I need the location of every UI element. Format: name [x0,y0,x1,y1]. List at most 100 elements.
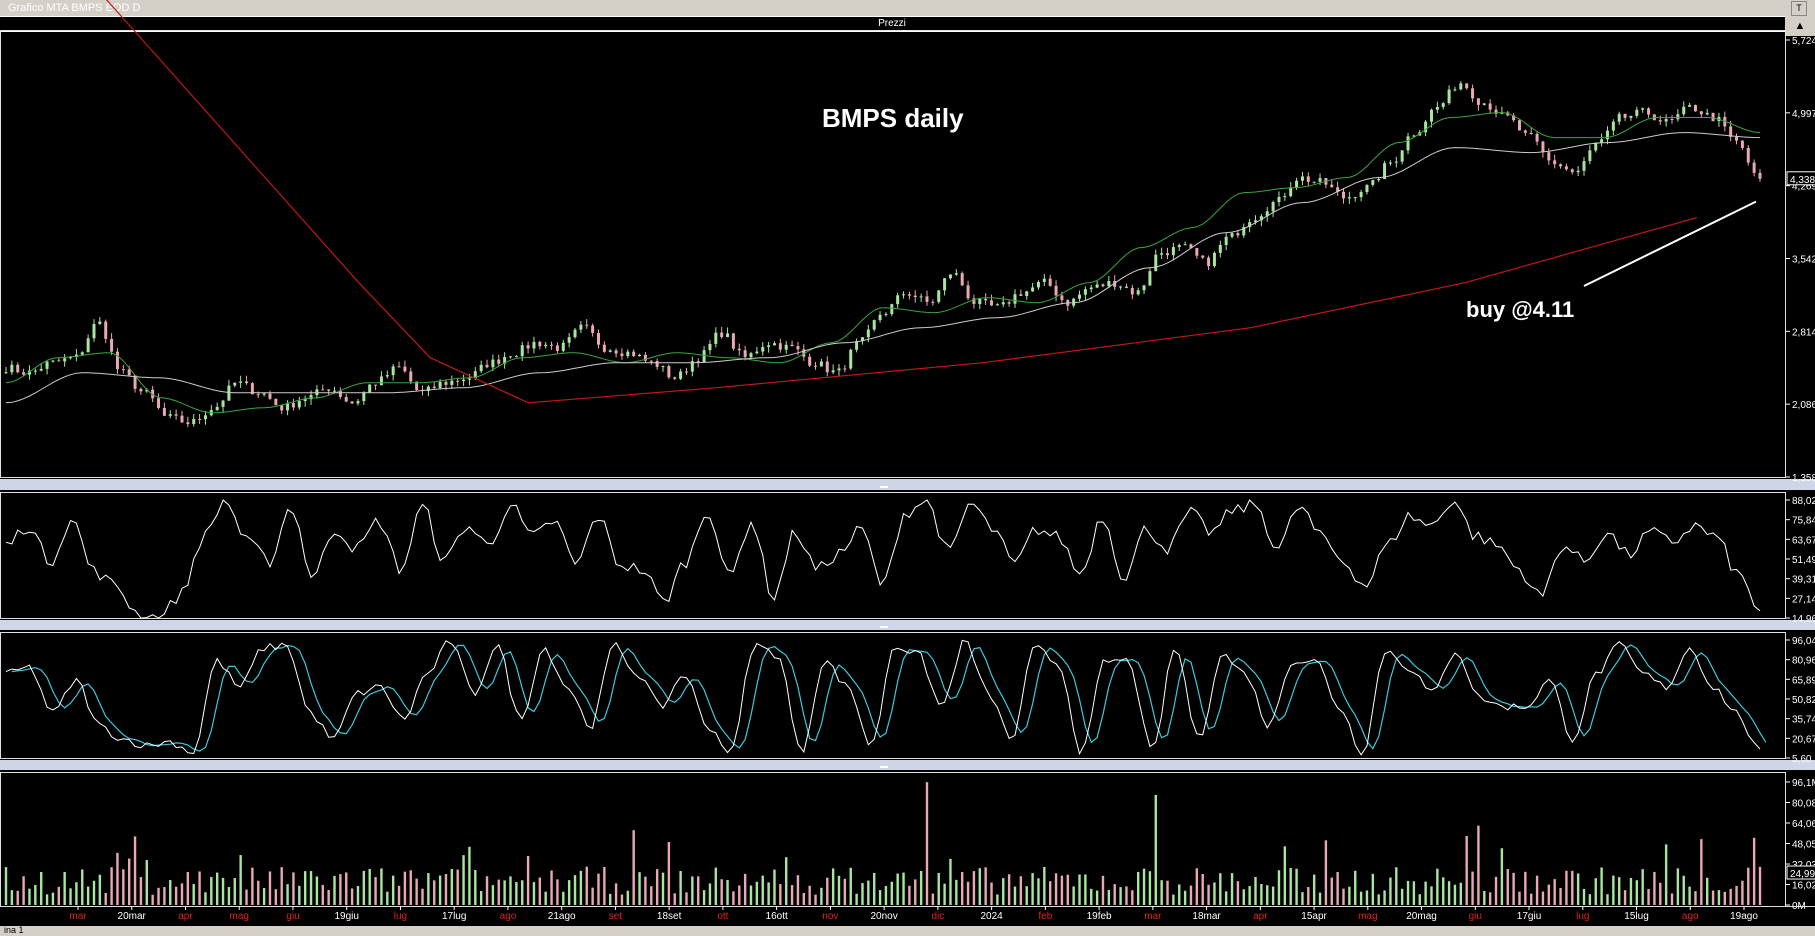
candle-body [1453,89,1457,91]
volume-bar [274,889,278,905]
volume-bar [749,885,753,905]
splitter-1-grip [880,486,888,488]
candle-body [256,394,260,396]
volume-bar [650,886,653,905]
candle-body [1295,180,1299,188]
close-button[interactable]: T [1791,1,1807,16]
current-volume-label: 24,99M [1790,869,1815,880]
candle-body [1594,142,1598,151]
stochastic-d-line [11,644,1767,752]
candle-body [608,350,612,352]
stoch-y-tick-label: 80,96 [1792,656,1815,667]
candle-body [614,350,618,354]
volume-bar [1412,881,1416,905]
month-label: mar [69,911,87,922]
stoch-y-tick-label: 5,60 [1792,754,1812,765]
candle-body [1218,244,1222,253]
volume-bar [1336,872,1339,905]
date-label: 20mag [1406,911,1437,922]
volume-bar [955,879,958,905]
candle-body [726,333,730,338]
status-bar: ina 1 [0,925,1815,936]
candle-body [1564,166,1568,170]
volume-bar [1553,879,1556,905]
date-label: 20mar [118,911,147,922]
scroll-up-icon[interactable]: ▲ [1785,16,1815,36]
volume-bar [186,871,190,905]
candle-body [814,365,818,367]
candle-body [1124,286,1128,289]
candle-body [1054,285,1058,296]
volume-bar [145,860,148,905]
volume-bar [855,893,858,905]
volume-bar [796,875,800,905]
candle-body [1476,98,1480,105]
window-title: Grafico MTA BMPS EOD D [8,2,141,14]
candle-body [761,346,765,352]
candle-body [1148,271,1152,286]
candle-body [978,298,982,305]
volume-bar [697,876,700,905]
candle-body [1160,253,1164,255]
candle-body [1758,172,1762,179]
candle-body [948,274,952,279]
volume-bar [1090,888,1093,905]
volume-bar [462,855,465,905]
volume-bar [1600,867,1603,905]
volume-bar [1307,887,1310,905]
last-price-label: 4,3380 [1790,175,1815,186]
candle-body [110,338,114,352]
candle-body [51,360,55,362]
volume-bar [1224,891,1228,905]
candle-body [250,383,254,395]
candle-body [1535,133,1539,142]
candle-body [1277,196,1281,203]
volume-bar [468,846,471,905]
candle-body [579,324,583,330]
candle-body [286,403,290,411]
candle-body [538,341,542,347]
candle-body [591,325,595,333]
candle-body [767,345,771,347]
candle-body [514,356,518,358]
volume-bar [1189,885,1193,905]
volume-bar [1436,868,1439,905]
volume-bar [720,879,723,905]
candle-body [602,344,606,352]
splitter-2 [0,620,1815,630]
volume-bar [1342,888,1345,905]
candle-body [532,341,536,349]
volume-bar [1072,886,1075,905]
volume-bar [298,885,301,905]
candle-body [467,378,471,380]
candle-body [1664,118,1668,122]
candle-body [69,357,73,359]
candle-body [297,401,301,408]
volume-bar [1459,882,1463,905]
candle-body [1494,109,1498,114]
stoch-y-tick-label: 20,67 [1792,734,1815,745]
candle-body [274,398,278,406]
volume-bar [1559,887,1562,905]
volume-bar [996,894,999,905]
ma-long-line [5,132,1761,404]
candle-body [1711,112,1715,122]
volume-bar [1213,882,1216,905]
candle-body [649,360,653,362]
volume-bar [69,888,72,905]
volume-bar [268,871,272,905]
candle-body [1699,111,1703,115]
volume-bar [374,877,377,905]
candle-body [643,354,647,361]
volume-bar [990,882,993,905]
price-y-tick-label: 1,3582 [1792,473,1815,484]
volume-bar [597,873,600,905]
volume-bar [567,880,571,905]
volume-bar [808,885,811,905]
candle-body [227,385,231,401]
candle-body [784,344,788,350]
volume-bar [257,880,260,905]
volume-bar [849,867,852,905]
volume-bar [1377,894,1380,905]
